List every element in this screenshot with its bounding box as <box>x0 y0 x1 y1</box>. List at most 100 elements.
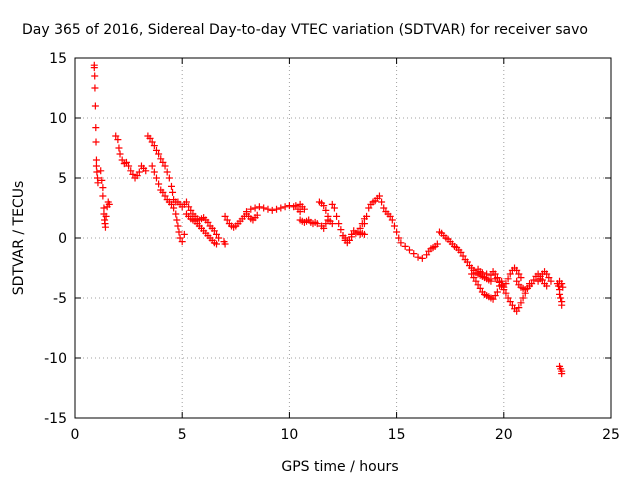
data-point <box>313 220 321 228</box>
data-point <box>91 102 99 110</box>
y-tick-label: 10 <box>49 111 67 127</box>
data-point <box>513 266 521 274</box>
data-point <box>92 162 100 170</box>
data-point <box>502 280 510 288</box>
data-point <box>221 212 229 220</box>
data-point <box>167 200 175 208</box>
data-point <box>223 216 231 224</box>
data-point <box>97 167 105 175</box>
data-point <box>547 277 555 285</box>
data-point <box>159 158 167 166</box>
data-point <box>500 286 508 294</box>
data-point <box>135 168 143 176</box>
data-point <box>175 228 183 236</box>
data-point <box>363 212 371 220</box>
data-point <box>148 162 156 170</box>
data-point <box>152 146 160 154</box>
x-tick-label: 10 <box>280 427 298 443</box>
data-point <box>105 200 113 208</box>
data-point <box>187 206 195 214</box>
data-point <box>557 294 565 302</box>
data-point <box>380 204 388 212</box>
data-point <box>478 269 486 277</box>
data-point <box>161 162 169 170</box>
data-point <box>213 240 221 248</box>
x-tick-label: 25 <box>602 427 620 443</box>
data-point <box>418 254 426 262</box>
data-point <box>115 144 123 152</box>
y-axis-label: SDTVAR / TECUs <box>11 181 27 296</box>
data-point <box>487 277 495 285</box>
y-tick-label: -5 <box>53 291 67 307</box>
data-point <box>176 234 184 242</box>
x-tick-label: 0 <box>71 427 80 443</box>
data-point <box>483 270 491 278</box>
data-point <box>99 192 107 200</box>
y-tick-label: 15 <box>49 51 67 67</box>
data-point <box>180 230 188 238</box>
data-point <box>213 230 221 238</box>
data-point <box>277 204 285 212</box>
data-point <box>410 250 418 258</box>
data-point <box>474 281 482 289</box>
data-point <box>536 275 544 283</box>
data-point <box>100 204 108 212</box>
data-point <box>91 84 99 92</box>
data-point <box>122 158 130 166</box>
x-tick-label: 20 <box>495 427 513 443</box>
data-point <box>517 299 525 307</box>
data-point <box>150 142 158 150</box>
data-point <box>491 270 499 278</box>
data-point <box>185 203 193 211</box>
data-point <box>247 205 255 213</box>
data-point <box>112 132 120 140</box>
data-point <box>92 156 100 164</box>
data-point <box>273 205 281 213</box>
data-point <box>337 226 345 234</box>
data-point <box>127 167 135 175</box>
data-point <box>101 223 109 231</box>
data-point <box>513 307 521 315</box>
data-point <box>152 174 160 182</box>
data-point <box>328 220 336 228</box>
data-point <box>528 280 536 288</box>
data-point <box>405 246 413 254</box>
data-point <box>215 234 223 242</box>
data-point <box>493 288 501 296</box>
data-point <box>513 277 521 285</box>
data-point <box>260 204 268 212</box>
data-point <box>390 222 398 230</box>
y-tick-label: -15 <box>44 411 67 427</box>
data-point <box>558 280 566 288</box>
data-point <box>556 290 564 298</box>
data-point <box>506 298 514 306</box>
data-point <box>251 204 259 212</box>
data-point <box>114 136 122 144</box>
data-point <box>93 168 101 176</box>
data-point <box>322 220 330 228</box>
data-point <box>433 240 441 248</box>
data-point <box>343 236 351 244</box>
data-point <box>173 216 181 224</box>
data-point <box>170 204 178 212</box>
data-points <box>90 61 567 378</box>
data-point <box>264 205 272 213</box>
data-point <box>468 270 476 278</box>
data-point <box>155 150 163 158</box>
data-point <box>397 239 405 247</box>
data-point <box>174 222 182 230</box>
data-point <box>92 138 100 146</box>
data-point <box>94 179 102 187</box>
data-point <box>517 274 525 282</box>
data-point <box>281 203 289 211</box>
data-point <box>320 224 328 232</box>
data-point <box>155 180 163 188</box>
data-point <box>491 292 499 300</box>
data-point <box>515 304 523 312</box>
data-point <box>210 227 218 235</box>
data-point <box>519 294 527 302</box>
data-point <box>457 248 465 256</box>
data-point <box>414 253 422 261</box>
data-point <box>489 295 497 303</box>
data-point <box>375 192 383 200</box>
